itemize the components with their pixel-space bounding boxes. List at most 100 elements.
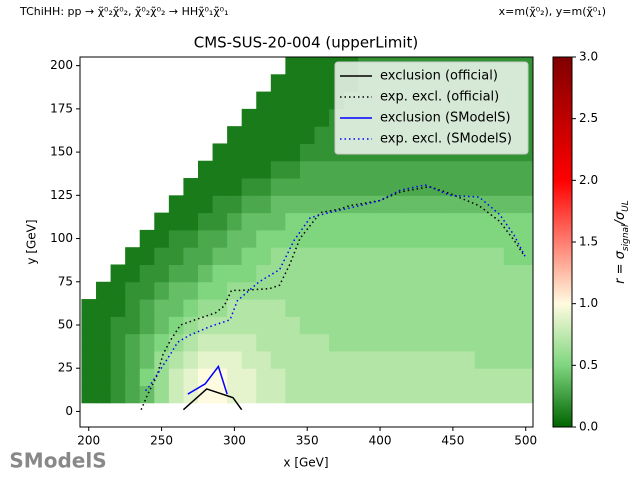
heat-cell xyxy=(270,195,286,214)
contour-line xyxy=(144,184,527,392)
heat-cell xyxy=(227,385,243,404)
y-tick-label: 175 xyxy=(50,101,73,115)
x-tick-label: 250 xyxy=(150,434,173,448)
heat-cell xyxy=(299,316,316,335)
heat-cell xyxy=(256,212,272,231)
heat-cell xyxy=(81,350,97,369)
heat-cell xyxy=(474,333,490,352)
heat-cell xyxy=(285,212,301,231)
heat-cell xyxy=(314,178,330,196)
heat-cell xyxy=(387,247,403,265)
heat-cell xyxy=(460,178,476,196)
heat-cell xyxy=(154,385,170,404)
heat-cell xyxy=(474,247,490,265)
heat-cell xyxy=(329,281,345,300)
heat-cell xyxy=(489,385,505,404)
heat-cell xyxy=(125,385,141,404)
heat-cell xyxy=(125,299,141,317)
heat-cell xyxy=(416,333,432,352)
heat-cell xyxy=(299,247,316,265)
heat-cell xyxy=(431,195,447,214)
heat-cell xyxy=(343,229,359,248)
process-label: TChiHH: pp → χ̃⁰₂χ̃⁰₂, χ̃⁰₂χ̃⁰₂ → HHχ̃⁰₁… xyxy=(19,5,229,18)
heat-cell xyxy=(343,350,359,369)
heat-cell xyxy=(168,368,184,387)
heat-cell xyxy=(431,160,447,179)
colorbar-label-part: signal xyxy=(621,224,631,251)
heat-cell xyxy=(197,333,214,352)
heat-cell xyxy=(96,281,112,300)
heat-cell xyxy=(256,350,272,369)
heat-cell xyxy=(314,160,330,179)
heat-cell xyxy=(343,281,359,300)
heat-cell xyxy=(314,143,330,162)
heat-cell xyxy=(183,229,199,248)
heat-cell xyxy=(285,143,301,162)
heat-cell xyxy=(168,212,184,231)
colorbar: 0.0 0.5 1.0 1.5 2.0 2.5 3.0 r = σsignal/σUL xyxy=(552,50,631,434)
heat-cell xyxy=(183,333,199,352)
heat-cell xyxy=(387,316,403,335)
heat-cell xyxy=(416,212,432,231)
y-tick-label: 125 xyxy=(50,188,73,202)
heat-cell xyxy=(212,299,228,317)
heat-cell xyxy=(445,264,461,283)
heat-cell xyxy=(489,229,505,248)
heat-cell xyxy=(285,264,301,283)
heat-cell xyxy=(270,229,286,248)
heat-cell xyxy=(416,229,432,248)
heat-cell xyxy=(285,160,301,179)
heat-cell xyxy=(139,229,155,248)
heat-cell xyxy=(270,350,286,369)
heat-cell xyxy=(110,316,126,335)
heat-cell xyxy=(474,299,490,317)
heat-cell xyxy=(431,350,447,369)
heat-cell xyxy=(503,281,519,300)
heat-cell xyxy=(372,178,388,196)
heat-cell xyxy=(358,160,374,179)
heat-cell xyxy=(96,333,112,352)
heat-cell xyxy=(270,385,286,404)
heat-cell xyxy=(227,178,243,196)
heat-cell xyxy=(314,126,330,144)
heat-cell xyxy=(154,212,170,231)
heat-cell xyxy=(329,299,345,317)
x-tick-label: 500 xyxy=(514,434,537,448)
heat-cell xyxy=(125,368,141,387)
heat-cell xyxy=(387,333,403,352)
heat-cell xyxy=(139,299,155,317)
heat-cell xyxy=(154,229,170,248)
heat-cell xyxy=(503,212,519,231)
heat-cell xyxy=(358,333,374,352)
heat-cell xyxy=(299,57,316,75)
heat-cell xyxy=(372,350,388,369)
colorbar-tick-label: 2.0 xyxy=(579,173,598,187)
heatmap xyxy=(81,57,534,404)
heat-cell xyxy=(431,368,447,387)
heat-cell xyxy=(299,229,316,248)
heat-cell xyxy=(431,281,447,300)
heat-cell xyxy=(343,368,359,387)
heat-cell xyxy=(197,229,214,248)
heat-cell xyxy=(401,247,417,265)
heat-cell xyxy=(329,195,345,214)
heat-cell xyxy=(387,350,403,369)
heat-cell xyxy=(125,281,141,300)
heat-cell xyxy=(503,385,519,404)
heat-cell xyxy=(474,229,490,248)
heat-cell xyxy=(285,385,301,404)
heat-cell xyxy=(183,195,199,214)
heat-cell xyxy=(256,126,272,144)
heat-cell xyxy=(343,385,359,404)
heat-cell xyxy=(154,247,170,265)
heat-cell xyxy=(227,368,243,387)
y-tick-label: 0 xyxy=(65,404,73,418)
heat-cell xyxy=(474,160,490,179)
heat-cell xyxy=(110,350,126,369)
heat-cell xyxy=(489,316,505,335)
heat-cell xyxy=(474,316,490,335)
heat-cell xyxy=(241,264,257,283)
heat-cell xyxy=(168,229,184,248)
heat-cell xyxy=(416,178,432,196)
heat-cell xyxy=(358,281,374,300)
